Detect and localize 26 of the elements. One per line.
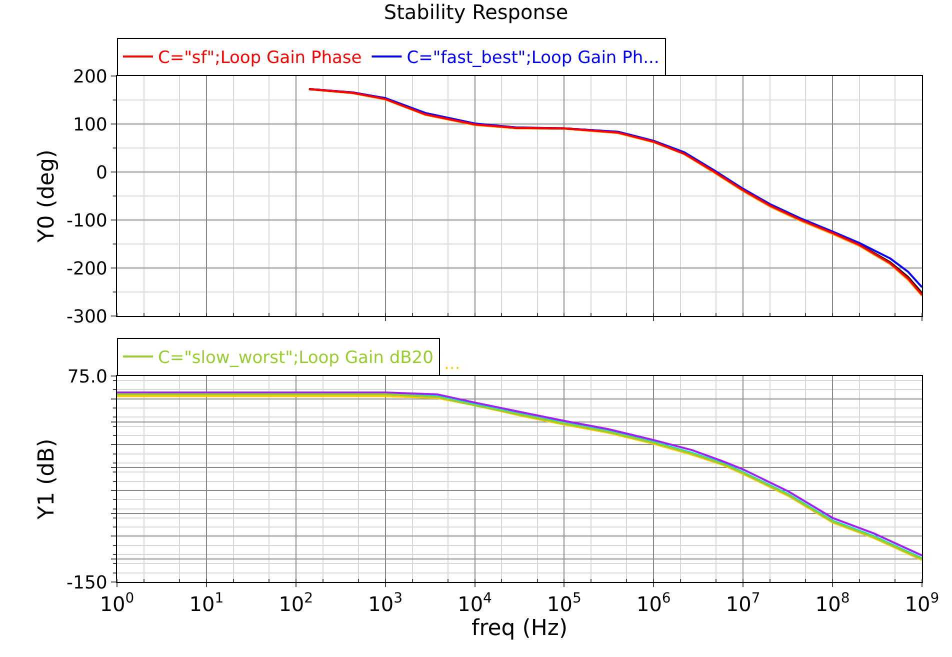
- y-tick-label: 100: [73, 114, 108, 136]
- chart-title: Stability Response: [384, 0, 568, 24]
- x-tick-label: 10$^{0}$: [100, 590, 134, 616]
- x-tick-label: 10$^{7}$: [726, 590, 760, 616]
- y-axis-title: Y1 (dB): [34, 438, 60, 520]
- x-tick-label: 10$^{3}$: [368, 590, 403, 616]
- x-tick-label: 10$^{1}$: [189, 590, 224, 616]
- legend-label: C="fast_best";Loop Gain Ph...: [406, 48, 660, 68]
- legend-label: C="sf";Loop Gain Phase: [158, 48, 362, 68]
- x-tick-label: 10$^{9}$: [904, 590, 940, 616]
- x-tick-label: 10$^{4}$: [458, 590, 492, 616]
- legend-label: C="slow_worst";Loop Gain dB20: [158, 348, 434, 368]
- y-tick-label: -200: [66, 258, 108, 280]
- y-tick-label: 200: [73, 66, 108, 88]
- y-tick-label: 0: [96, 162, 108, 184]
- x-tick-label: 10$^{6}$: [636, 590, 671, 616]
- text: ...: [444, 354, 460, 374]
- x-tick-label: 10$^{8}$: [815, 590, 850, 616]
- x-tick-label: 10$^{2}$: [278, 590, 314, 616]
- y-tick-label: -300: [66, 306, 108, 328]
- y-tick-label: -150: [66, 572, 108, 594]
- y-tick-label: -100: [66, 210, 108, 232]
- y-tick-label: 75.0: [67, 366, 108, 388]
- x-axis-title: freq (Hz): [471, 616, 568, 641]
- y-axis-title: Y0 (deg): [34, 149, 60, 244]
- x-tick-label: 10$^{5}$: [547, 590, 582, 616]
